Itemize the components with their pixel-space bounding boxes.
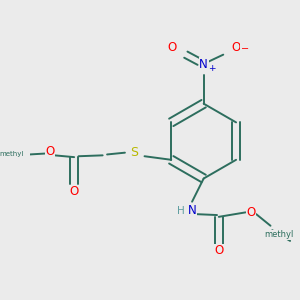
Text: +: + (208, 64, 215, 73)
Text: H: H (177, 206, 184, 216)
Text: −: − (241, 44, 249, 54)
Text: O: O (45, 145, 55, 158)
Text: methyl: methyl (265, 230, 294, 239)
Text: N: N (188, 204, 197, 217)
Text: O: O (231, 41, 240, 54)
Text: O: O (214, 244, 224, 257)
Text: methyl: methyl (0, 152, 24, 158)
Text: O: O (246, 206, 256, 219)
Text: O: O (167, 41, 176, 54)
Text: N: N (199, 58, 208, 71)
Text: O: O (70, 185, 79, 198)
Text: S: S (130, 146, 138, 159)
